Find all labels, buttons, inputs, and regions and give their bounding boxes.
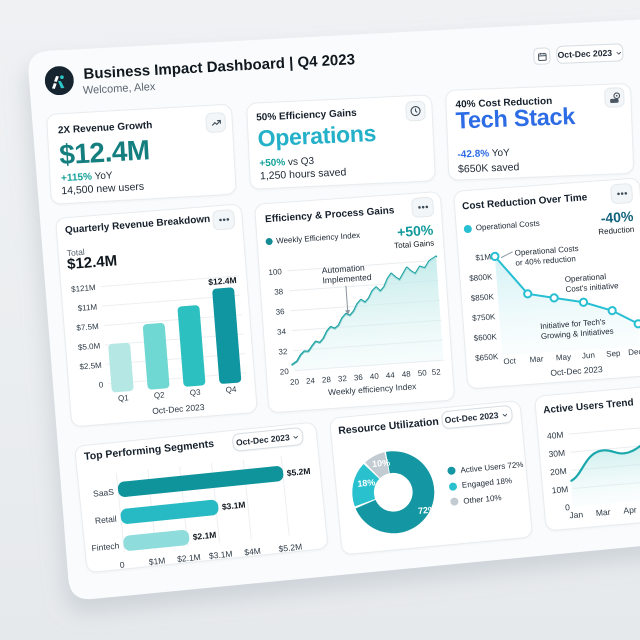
svg-text:Weekly efficiency Index: Weekly efficiency Index [327, 381, 417, 397]
svg-text:Oct-Dec 2023: Oct-Dec 2023 [152, 401, 205, 415]
svg-text:$5.0M: $5.0M [78, 341, 101, 352]
svg-text:Mar: Mar [529, 354, 544, 364]
svg-text:$121M: $121M [71, 283, 96, 294]
svg-text:48: 48 [401, 369, 411, 379]
svg-text:28: 28 [321, 375, 331, 385]
svg-text:Fintech: Fintech [91, 540, 120, 553]
svg-text:72%: 72% [417, 504, 436, 516]
svg-text:36: 36 [353, 373, 363, 383]
svg-text:$1M: $1M [475, 252, 492, 262]
svg-text:$750K: $750K [472, 312, 496, 323]
svg-text:Growing & Initiatives: Growing & Initiatives [541, 326, 614, 340]
svg-text:Q3: Q3 [189, 387, 201, 397]
svg-text:May: May [556, 352, 572, 362]
svg-text:$11M: $11M [77, 302, 97, 313]
svg-text:40: 40 [369, 372, 379, 382]
svg-text:$650K: $650K [475, 352, 499, 363]
svg-text:30M: 30M [548, 447, 565, 458]
svg-text:Initiative for Tech's: Initiative for Tech's [540, 317, 606, 331]
svg-text:$1M: $1M [148, 555, 165, 567]
svg-text:38: 38 [274, 287, 284, 297]
svg-text:Oct-Dec 2023: Oct-Dec 2023 [550, 364, 603, 378]
svg-text:$3.1M: $3.1M [208, 549, 233, 561]
svg-text:Implemented: Implemented [322, 272, 372, 285]
svg-text:50: 50 [417, 368, 427, 378]
svg-text:36: 36 [275, 307, 285, 317]
svg-text:44: 44 [385, 371, 395, 381]
svg-text:Apr: Apr [622, 504, 636, 515]
svg-text:or 40% reduction: or 40% reduction [515, 254, 576, 267]
svg-text:Q1: Q1 [118, 393, 130, 403]
svg-text:$2.1M: $2.1M [176, 552, 201, 564]
svg-text:52: 52 [431, 367, 441, 377]
svg-text:Operational Costs: Operational Costs [514, 243, 579, 257]
svg-text:10M: 10M [551, 483, 568, 494]
svg-text:20M: 20M [549, 465, 566, 476]
svg-text:Sep: Sep [606, 348, 621, 358]
svg-text:18%: 18% [356, 477, 375, 489]
svg-text:$2.1M: $2.1M [192, 530, 217, 542]
svg-text:$3.1M: $3.1M [221, 500, 246, 512]
svg-text:Cost's initiative: Cost's initiative [565, 281, 619, 294]
svg-text:Jun: Jun [582, 350, 596, 360]
svg-text:SaaS: SaaS [92, 487, 114, 499]
svg-text:0: 0 [98, 380, 104, 389]
svg-text:32: 32 [278, 347, 288, 357]
svg-text:20: 20 [279, 367, 289, 377]
svg-text:20: 20 [289, 377, 299, 387]
svg-text:32: 32 [337, 374, 347, 384]
svg-text:24: 24 [305, 376, 315, 386]
svg-text:Dec: Dec [628, 347, 640, 357]
svg-text:Retail: Retail [94, 514, 117, 526]
svg-text:40M: 40M [546, 429, 563, 440]
svg-text:Q2: Q2 [154, 390, 166, 400]
svg-text:$7.5M: $7.5M [76, 321, 99, 332]
svg-text:$5.2M: $5.2M [286, 466, 311, 478]
svg-text:Q4: Q4 [225, 384, 237, 394]
svg-text:10%: 10% [371, 457, 390, 469]
svg-text:$4M: $4M [243, 546, 260, 558]
svg-text:$12.4M: $12.4M [208, 274, 237, 286]
svg-text:0: 0 [564, 502, 570, 512]
svg-text:$800K: $800K [469, 272, 493, 283]
svg-text:100: 100 [268, 267, 282, 277]
svg-text:$2.5M: $2.5M [79, 360, 102, 371]
svg-text:Jan: Jan [568, 509, 583, 520]
svg-text:Operational: Operational [564, 272, 606, 284]
svg-text:34: 34 [276, 327, 286, 337]
svg-text:$850K: $850K [470, 292, 494, 303]
svg-text:Oct: Oct [503, 356, 517, 366]
svg-text:Automation: Automation [321, 262, 365, 275]
svg-text:Mar: Mar [595, 506, 611, 517]
svg-text:0: 0 [119, 559, 125, 569]
svg-text:$600K: $600K [473, 332, 497, 343]
svg-text:$5.2M: $5.2M [278, 541, 303, 553]
